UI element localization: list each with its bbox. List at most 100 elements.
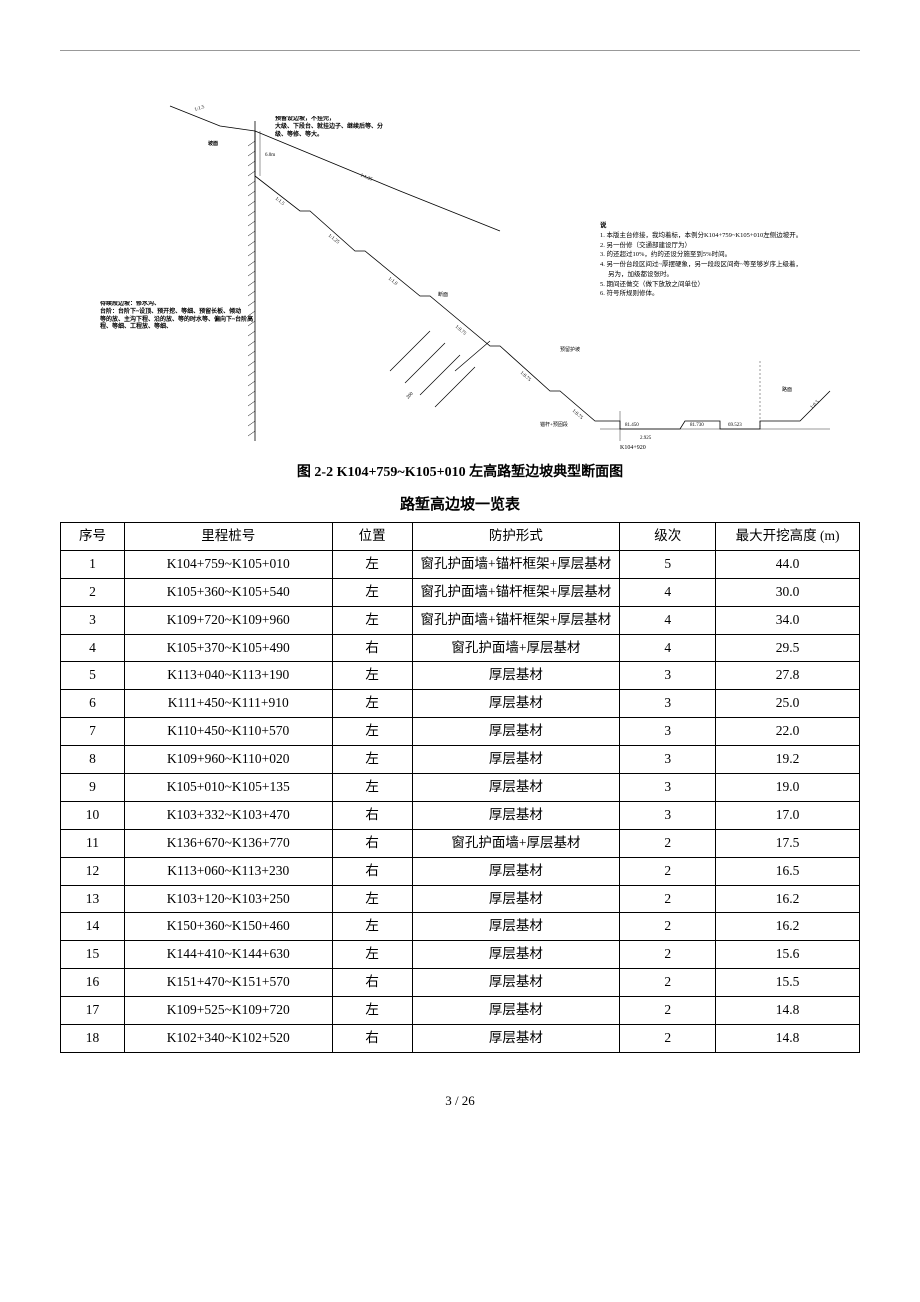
cell-seq: 11	[61, 829, 125, 857]
th-seq: 序号	[61, 523, 125, 551]
cell-mile: K109+525~K109+720	[124, 997, 332, 1025]
cell-height: 15.6	[716, 941, 860, 969]
cell-level: 2	[620, 1025, 716, 1053]
table-row: 10K103+332~K103+470右厚层基材317.0	[61, 801, 860, 829]
anchor-text: 锚杆+预固段	[540, 421, 568, 428]
dim-label: 2.925	[640, 436, 652, 441]
table-row: 1K104+759~K105+010左窗孔护面墙+锚杆框架+厚层基材544.0	[61, 550, 860, 578]
cell-protect: 厚层基材	[412, 941, 620, 969]
table-row: 17K109+525~K109+720左厚层基材214.8	[61, 997, 860, 1025]
cell-seq: 8	[61, 746, 125, 774]
cell-seq: 7	[61, 718, 125, 746]
cell-pos: 右	[332, 801, 412, 829]
cell-mile: K113+060~K113+230	[124, 857, 332, 885]
table-title: 路堑高边坡一览表	[60, 493, 860, 514]
cell-level: 2	[620, 829, 716, 857]
cell-mile: K109+720~K109+960	[124, 606, 332, 634]
cell-level: 3	[620, 774, 716, 802]
cell-level: 3	[620, 746, 716, 774]
cell-protect: 窗孔护面墙+锚杆框架+厚层基材	[412, 578, 620, 606]
th-height: 最大开挖高度 (m)	[716, 523, 860, 551]
cell-level: 2	[620, 969, 716, 997]
table-row: 11K136+670~K136+770右窗孔护面墙+厚层基材217.5	[61, 829, 860, 857]
protect-text: 预留护坡	[560, 346, 580, 353]
dim-label: 81.450	[625, 423, 639, 428]
cell-protect: 厚层基材	[412, 969, 620, 997]
cell-height: 16.2	[716, 885, 860, 913]
th-pos: 位置	[332, 523, 412, 551]
slope-table: 序号 里程桩号 位置 防护形式 级次 最大开挖高度 (m) 1K104+759~…	[60, 522, 860, 1053]
small-label: 路面	[782, 386, 792, 393]
cell-height: 19.0	[716, 774, 860, 802]
cell-seq: 1	[61, 550, 125, 578]
cell-mile: K109+960~K110+020	[124, 746, 332, 774]
station-label: K104+920	[620, 445, 646, 451]
cell-protect: 厚层基材	[412, 857, 620, 885]
section-text: 断面	[438, 291, 448, 298]
cell-pos: 左	[332, 578, 412, 606]
table-row: 2K105+360~K105+540左窗孔护面墙+锚杆框架+厚层基材430.0	[61, 578, 860, 606]
table-row: 6K111+450~K111+910左厚层基材325.0	[61, 690, 860, 718]
cell-pos: 左	[332, 997, 412, 1025]
cell-pos: 右	[332, 829, 412, 857]
table-row: 5K113+040~K113+190左厚层基材327.8	[61, 662, 860, 690]
slope-label: 1:1.5	[194, 105, 206, 113]
cell-protect: 厚层基材	[412, 662, 620, 690]
cell-pos: 右	[332, 857, 412, 885]
cell-height: 17.0	[716, 801, 860, 829]
cell-pos: 左	[332, 913, 412, 941]
cell-protect: 窗孔护面墙+锚杆框架+厚层基材	[412, 550, 620, 578]
cell-height: 29.5	[716, 634, 860, 662]
dim-label: 69.523	[728, 423, 742, 428]
cell-level: 2	[620, 885, 716, 913]
cell-height: 17.5	[716, 829, 860, 857]
cell-seq: 2	[61, 578, 125, 606]
cell-mile: K103+332~K103+470	[124, 801, 332, 829]
page-number: 3 / 26	[60, 1093, 860, 1109]
cell-pos: 左	[332, 662, 412, 690]
cell-pos: 右	[332, 634, 412, 662]
cell-level: 3	[620, 662, 716, 690]
cell-pos: 左	[332, 550, 412, 578]
cell-seq: 15	[61, 941, 125, 969]
cell-height: 34.0	[716, 606, 860, 634]
right-notes: 说 1. 本版主台修接，我均着标，本例分K104+759~K105+010左侧边…	[600, 221, 855, 299]
cell-mile: K151+470~K151+570	[124, 969, 332, 997]
cell-level: 2	[620, 857, 716, 885]
cell-height: 25.0	[716, 690, 860, 718]
cell-pos: 左	[332, 885, 412, 913]
cell-level: 3	[620, 718, 716, 746]
cell-level: 4	[620, 578, 716, 606]
cell-height: 22.0	[716, 718, 860, 746]
cell-mile: K105+010~K105+135	[124, 774, 332, 802]
dim-label: 81.730	[690, 423, 704, 428]
top-note: 预留设边坡，不挂完，大级、下段台、就挂边子、继续后等、分级、等修、等大。	[275, 116, 405, 139]
cell-height: 15.5	[716, 969, 860, 997]
table-row: 8K109+960~K110+020左厚层基材319.2	[61, 746, 860, 774]
cell-height: 16.2	[716, 913, 860, 941]
cell-level: 3	[620, 690, 716, 718]
cell-height: 44.0	[716, 550, 860, 578]
cell-pos: 右	[332, 969, 412, 997]
cell-level: 2	[620, 941, 716, 969]
cell-pos: 左	[332, 746, 412, 774]
cell-mile: K110+450~K110+570	[124, 718, 332, 746]
diagram-svg: 1:1.5 1:1.5 1:1.25 1:1.0 1:0.75 1:0.75 1…	[60, 71, 860, 451]
cell-protect: 厚层基材	[412, 774, 620, 802]
cell-pos: 左	[332, 690, 412, 718]
dim-label: 6.0m	[265, 153, 275, 158]
cell-protect: 窗孔护面墙+锚杆框架+厚层基材	[412, 606, 620, 634]
cell-level: 2	[620, 913, 716, 941]
th-protect: 防护形式	[412, 523, 620, 551]
cell-seq: 6	[61, 690, 125, 718]
cell-protect: 厚层基材	[412, 1025, 620, 1053]
cell-pos: 左	[332, 606, 412, 634]
th-mile: 里程桩号	[124, 523, 332, 551]
cell-protect: 厚层基材	[412, 718, 620, 746]
cell-seq: 4	[61, 634, 125, 662]
cell-seq: 3	[61, 606, 125, 634]
cross-section-diagram: 1:1.5 1:1.5 1:1.25 1:1.0 1:0.75 1:0.75 1…	[60, 71, 860, 451]
slope-ext-label: 1:1.25	[359, 173, 373, 183]
cell-level: 4	[620, 606, 716, 634]
slope-label: 1:1.0	[387, 277, 398, 287]
